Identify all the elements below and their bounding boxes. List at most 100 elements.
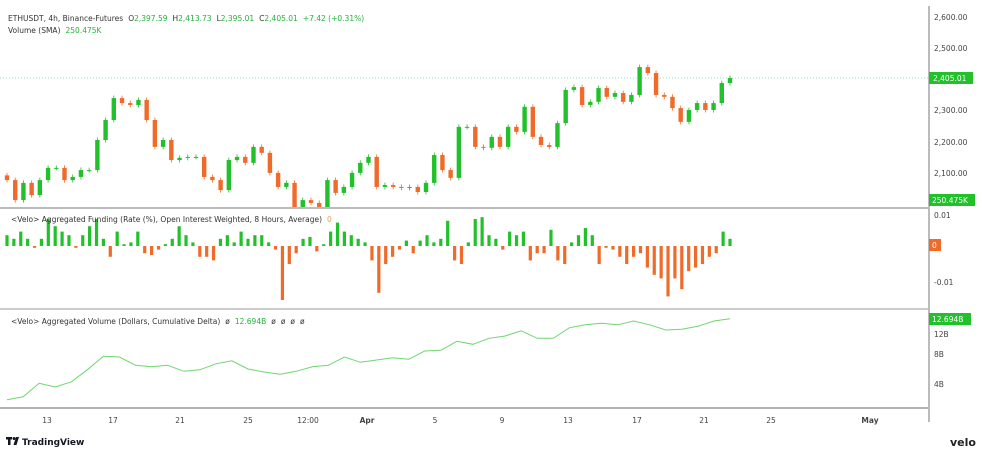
funding-bar <box>163 244 167 246</box>
candle-body <box>259 146 264 153</box>
delta-tag: 12.694B <box>932 315 963 324</box>
candle-body <box>547 145 552 147</box>
funding-axis[interactable]: 0.01 -0.01 0 <box>929 211 954 287</box>
volume-label: Volume (SMA) <box>8 26 61 35</box>
funding-bar <box>239 231 243 246</box>
funding-bar <box>184 235 188 246</box>
delta-legend: <Velo> Aggregated Volume (Dollars, Cumul… <box>11 317 305 326</box>
candle-body <box>423 182 429 192</box>
candle-body <box>78 170 84 177</box>
candle-body <box>218 180 223 191</box>
funding-bar <box>521 231 526 246</box>
volume-legend-line: Volume (SMA) 250.475K <box>8 26 103 35</box>
funding-bar <box>122 244 126 246</box>
funding-bar <box>225 235 229 246</box>
candle-body <box>325 180 330 207</box>
candle-body <box>284 182 289 187</box>
volume-tag-bg <box>929 194 975 206</box>
volume-value: 250.475K <box>66 26 103 35</box>
funding-bar <box>335 222 340 246</box>
candle-body <box>579 87 585 105</box>
delta-v4: ø <box>290 317 295 326</box>
candle-body <box>399 186 404 188</box>
funding-bar <box>439 238 443 246</box>
candle-body <box>571 87 577 90</box>
candle-body <box>177 157 182 161</box>
funding-bar <box>67 235 71 246</box>
funding-bar <box>666 246 670 297</box>
funding-bar <box>46 219 50 246</box>
candle-body <box>86 170 92 172</box>
candle-body <box>251 146 256 163</box>
delta-v1: ø <box>225 317 230 326</box>
volume-tag: 250.475K <box>932 196 969 205</box>
candle-body <box>645 67 651 74</box>
funding-bar <box>308 237 312 246</box>
funding-bar <box>32 246 37 248</box>
funding-bar <box>397 246 402 250</box>
funding-bar <box>542 246 546 254</box>
funding-bar <box>556 246 560 261</box>
time-tick: 25 <box>766 416 776 425</box>
candle-body <box>555 123 560 147</box>
price-tick: 2,100.00 <box>934 169 968 178</box>
funding-bar <box>5 235 9 246</box>
price-tick: 2,300.00 <box>934 106 968 115</box>
funding-pane[interactable] <box>5 217 732 300</box>
funding-bar <box>349 235 353 246</box>
candle-body <box>604 88 609 97</box>
candle-body <box>694 103 700 110</box>
candle-body <box>95 140 100 171</box>
funding-bar <box>81 235 85 246</box>
time-axis[interactable]: 13 17 21 25 12:00 Apr 5 9 13 17 21 25 Ma… <box>42 416 878 425</box>
funding-bar <box>198 246 202 257</box>
candle-body <box>456 126 462 178</box>
funding-bar <box>101 238 105 246</box>
delta-axis[interactable]: 12B 8B 4B 12.694B <box>929 313 971 389</box>
candle-body <box>358 162 363 173</box>
candle-body <box>448 170 453 178</box>
funding-bar <box>693 246 698 268</box>
funding-bar <box>287 246 291 264</box>
candle-body <box>152 119 158 147</box>
funding-bar <box>253 235 257 246</box>
funding-bar <box>150 246 154 255</box>
funding-bar <box>12 238 16 246</box>
candle-body <box>169 140 174 161</box>
funding-bar <box>645 246 649 268</box>
candle-body <box>70 176 75 181</box>
candle-body <box>464 126 470 128</box>
candle-body <box>136 99 141 105</box>
funding-bar <box>177 226 181 246</box>
delta-pane[interactable] <box>6 318 731 401</box>
delta-v3: ø <box>281 317 286 326</box>
funding-bar <box>487 235 491 246</box>
candle-body <box>292 182 297 207</box>
price-axis[interactable]: 2,600.00 2,500.00 2,300.00 2,200.00 2,10… <box>929 13 975 206</box>
candle-body <box>210 176 215 181</box>
candle-body <box>366 156 371 163</box>
candle-body <box>637 67 642 95</box>
high-label: H <box>173 14 179 23</box>
open-value: 2,397.59 <box>134 14 168 23</box>
time-tick: 5 <box>433 416 438 425</box>
price-pane[interactable] <box>0 64 928 207</box>
candle-body <box>390 185 396 187</box>
tradingview-logo[interactable]: TradingView <box>6 437 84 448</box>
funding-bar <box>19 231 23 246</box>
delta-title: <Velo> Aggregated Volume (Dollars, Cumul… <box>11 317 220 326</box>
candle-body <box>514 126 519 132</box>
candle-body <box>144 99 149 120</box>
funding-bar <box>267 242 271 246</box>
candle-body <box>473 126 478 147</box>
candle-body <box>13 180 18 201</box>
candle-body <box>653 73 659 95</box>
funding-bar <box>377 246 381 293</box>
candle-body <box>62 167 67 181</box>
time-tick: 13 <box>42 416 52 425</box>
funding-bar <box>205 246 209 257</box>
funding-bar <box>211 246 216 261</box>
funding-tag: 0 <box>932 241 937 250</box>
delta-tick: 8B <box>934 350 944 359</box>
